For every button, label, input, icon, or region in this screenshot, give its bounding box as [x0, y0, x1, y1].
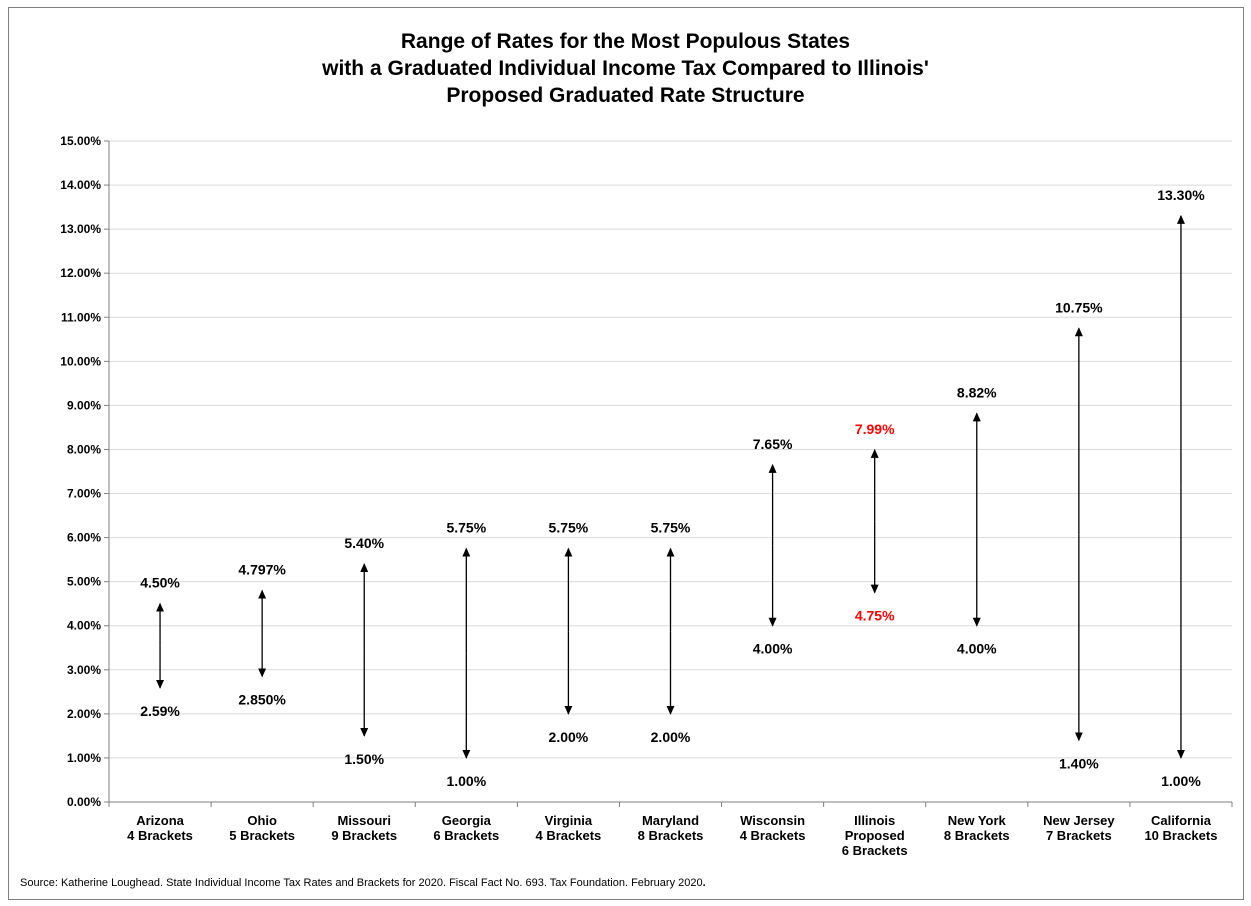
- y-tick-label: 3.00%: [67, 663, 101, 677]
- x-tick-label: Georgia: [442, 813, 492, 828]
- high-rate-label: 13.30%: [1157, 187, 1205, 203]
- y-tick-label: 0.00%: [67, 795, 101, 809]
- y-tick-label: 2.00%: [67, 707, 101, 721]
- x-tick-label: California: [1151, 813, 1212, 828]
- x-tick-label: Ohio: [247, 813, 277, 828]
- high-rate-label: 4.797%: [238, 562, 286, 578]
- x-tick-label: Maryland: [642, 813, 699, 828]
- high-rate-label: 5.75%: [549, 520, 589, 536]
- x-tick-label: Arizona: [136, 813, 184, 828]
- low-rate-label: 1.00%: [1161, 773, 1201, 789]
- y-tick-label: 7.00%: [67, 487, 101, 501]
- low-rate-label: 4.75%: [855, 608, 895, 624]
- x-tick-label: 8 Brackets: [638, 828, 704, 843]
- x-tick-label: New Jersey: [1043, 813, 1115, 828]
- chart-title: Range of Rates for the Most Populous Sta…: [0, 28, 1251, 109]
- high-rate-label: 5.40%: [344, 535, 384, 551]
- y-tick-label: 8.00%: [67, 442, 101, 456]
- source-period: .: [702, 877, 706, 889]
- high-rate-label: 5.75%: [651, 520, 691, 536]
- x-tick-label: 6 Brackets: [433, 828, 499, 843]
- y-tick-label: 11.00%: [61, 310, 101, 324]
- x-tick-label: 9 Brackets: [331, 828, 397, 843]
- y-tick-label: 10.00%: [60, 354, 101, 368]
- x-tick-label: 5 Brackets: [229, 828, 295, 843]
- range-arrows: [156, 214, 1185, 759]
- high-rate-label: 5.75%: [446, 520, 486, 536]
- x-tick-label: Missouri: [337, 813, 390, 828]
- x-tick-label: 4 Brackets: [740, 828, 806, 843]
- y-tick-label: 13.00%: [60, 222, 101, 236]
- y-tick-label: 4.00%: [67, 619, 101, 633]
- y-tick-label: 5.00%: [67, 575, 101, 589]
- x-tick-label: 6 Brackets: [842, 843, 908, 858]
- low-rate-label: 2.59%: [140, 703, 180, 719]
- y-tick-label: 15.00%: [60, 134, 101, 148]
- x-tick-label: Wisconsin: [740, 813, 805, 828]
- x-tick-label: New York: [948, 813, 1007, 828]
- source-text: Source: Katherine Loughead. State Indivi…: [20, 877, 703, 889]
- source-note: Source: Katherine Loughead. State Indivi…: [20, 877, 706, 889]
- low-rate-label: 2.00%: [549, 729, 589, 745]
- low-rate-label: 1.40%: [1059, 755, 1099, 771]
- x-tick-label: Illinois: [854, 813, 895, 828]
- low-rate-label: 4.00%: [957, 641, 997, 657]
- x-tick-label: 4 Brackets: [536, 828, 602, 843]
- high-rate-label: 4.50%: [140, 575, 180, 591]
- high-rate-label: 7.65%: [753, 436, 793, 452]
- y-tick-label: 6.00%: [67, 531, 101, 545]
- axes: [104, 140, 1233, 807]
- chart-title-line-1: Range of Rates for the Most Populous Sta…: [400, 30, 851, 53]
- data-labels: 4.50% 2.59% 4.797% 2.850% 5.40% 1.50% 5.75% 1.0…: [140, 187, 1205, 789]
- chart-frame: [8, 7, 1244, 900]
- x-tick-label: 10 Brackets: [1144, 828, 1217, 843]
- chart-title-line-2: with a Graduated Individual Income Tax C…: [322, 57, 929, 80]
- low-rate-label: 1.50%: [344, 751, 384, 767]
- high-rate-label: 7.99%: [855, 421, 895, 437]
- y-tick-label: 14.00%: [60, 178, 101, 192]
- low-rate-label: 2.00%: [651, 729, 691, 745]
- y-tick-label: 9.00%: [67, 398, 101, 412]
- x-tick-label: Proposed: [845, 828, 905, 843]
- x-tick-label: 7 Brackets: [1046, 828, 1112, 843]
- x-tick-label: Virginia: [545, 813, 593, 828]
- high-rate-label: 10.75%: [1055, 299, 1103, 315]
- high-rate-label: 8.82%: [957, 384, 997, 400]
- x-tick-label: 8 Brackets: [944, 828, 1010, 843]
- low-rate-label: 1.00%: [446, 773, 486, 789]
- y-tick-labels: 0.00% 1.00% 2.00% 3.00% 4.00% 5.00% 6.00% 7.00%…: [60, 134, 101, 809]
- low-rate-label: 4.00%: [753, 641, 793, 657]
- y-tick-label: 1.00%: [67, 751, 101, 765]
- low-rate-label: 2.850%: [238, 691, 286, 707]
- y-tick-label: 12.00%: [60, 266, 101, 280]
- chart-title-line-3: Proposed Graduated Rate Structure: [446, 84, 805, 107]
- x-tick-label: 4 Brackets: [127, 828, 193, 843]
